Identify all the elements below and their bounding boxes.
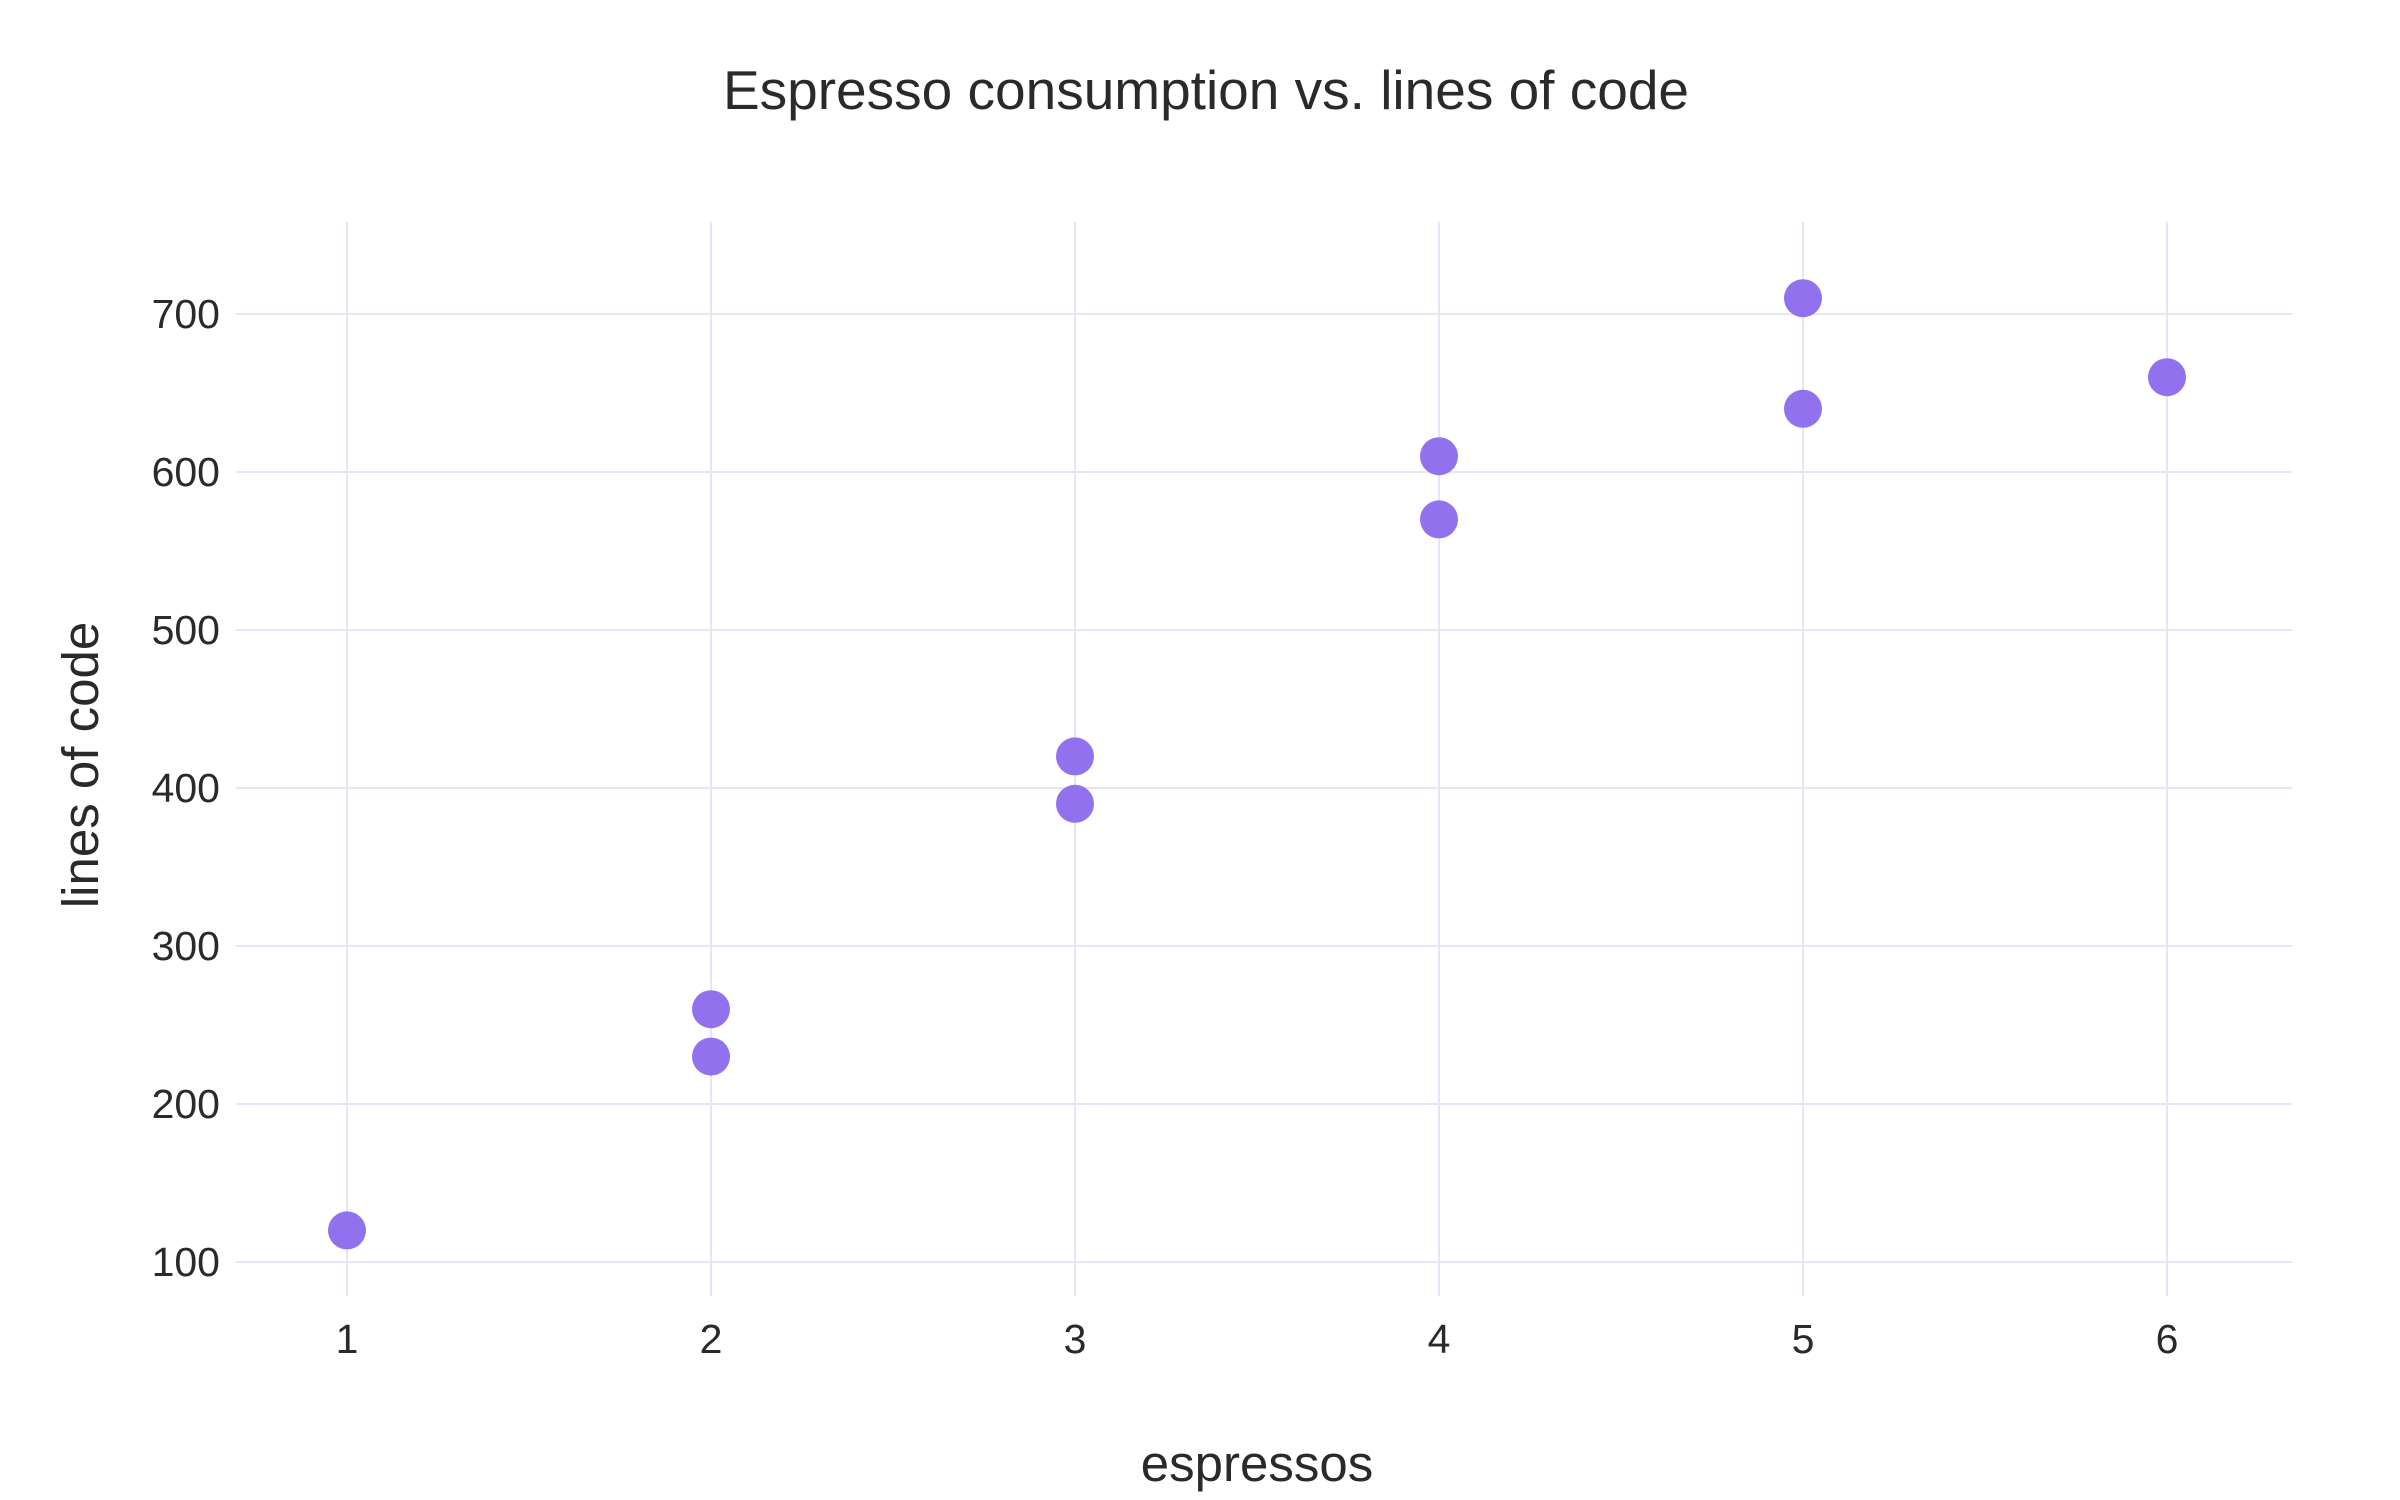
data-point-5	[1056, 737, 1094, 776]
x-tick-labels: 1 2 3 4 5 6	[336, 1316, 2179, 1362]
y-tick-label-600: 600	[152, 449, 220, 495]
x-tick-label-5: 5	[1792, 1316, 1815, 1362]
data-point-8	[1784, 389, 1822, 428]
y-tick-label-300: 300	[152, 923, 220, 969]
y-axis-title: lines of code	[52, 622, 109, 908]
y-tick-label-400: 400	[152, 765, 220, 811]
data-point-6	[1420, 500, 1458, 539]
x-tick-label-6: 6	[2156, 1316, 2179, 1362]
y-tick-label-100: 100	[152, 1239, 220, 1285]
y-tick-labels: 100 200 300 400 500 600 700	[152, 291, 220, 1285]
x-tick-label-2: 2	[700, 1316, 723, 1362]
y-tick-label-200: 200	[152, 1081, 220, 1127]
data-point-9	[1784, 279, 1822, 318]
data-point-2	[692, 1037, 730, 1076]
y-tick-label-700: 700	[152, 291, 220, 337]
x-tick-label-1: 1	[336, 1316, 359, 1362]
y-gridlines	[236, 313, 2292, 1263]
x-tick-label-4: 4	[1428, 1316, 1451, 1362]
data-point-3	[692, 990, 730, 1029]
data-point-4	[1056, 784, 1094, 823]
x-tick-label-3: 3	[1064, 1316, 1087, 1362]
data-point-10	[2148, 358, 2186, 397]
y-tick-label-500: 500	[152, 607, 220, 653]
x-axis-title: espressos	[1141, 1435, 1373, 1492]
data-point-1	[328, 1211, 366, 1250]
data-points	[328, 279, 2186, 1250]
x-gridlines	[346, 222, 2168, 1296]
chart-title: Espresso consumption vs. lines of code	[723, 59, 1689, 121]
data-point-7	[1420, 437, 1458, 476]
